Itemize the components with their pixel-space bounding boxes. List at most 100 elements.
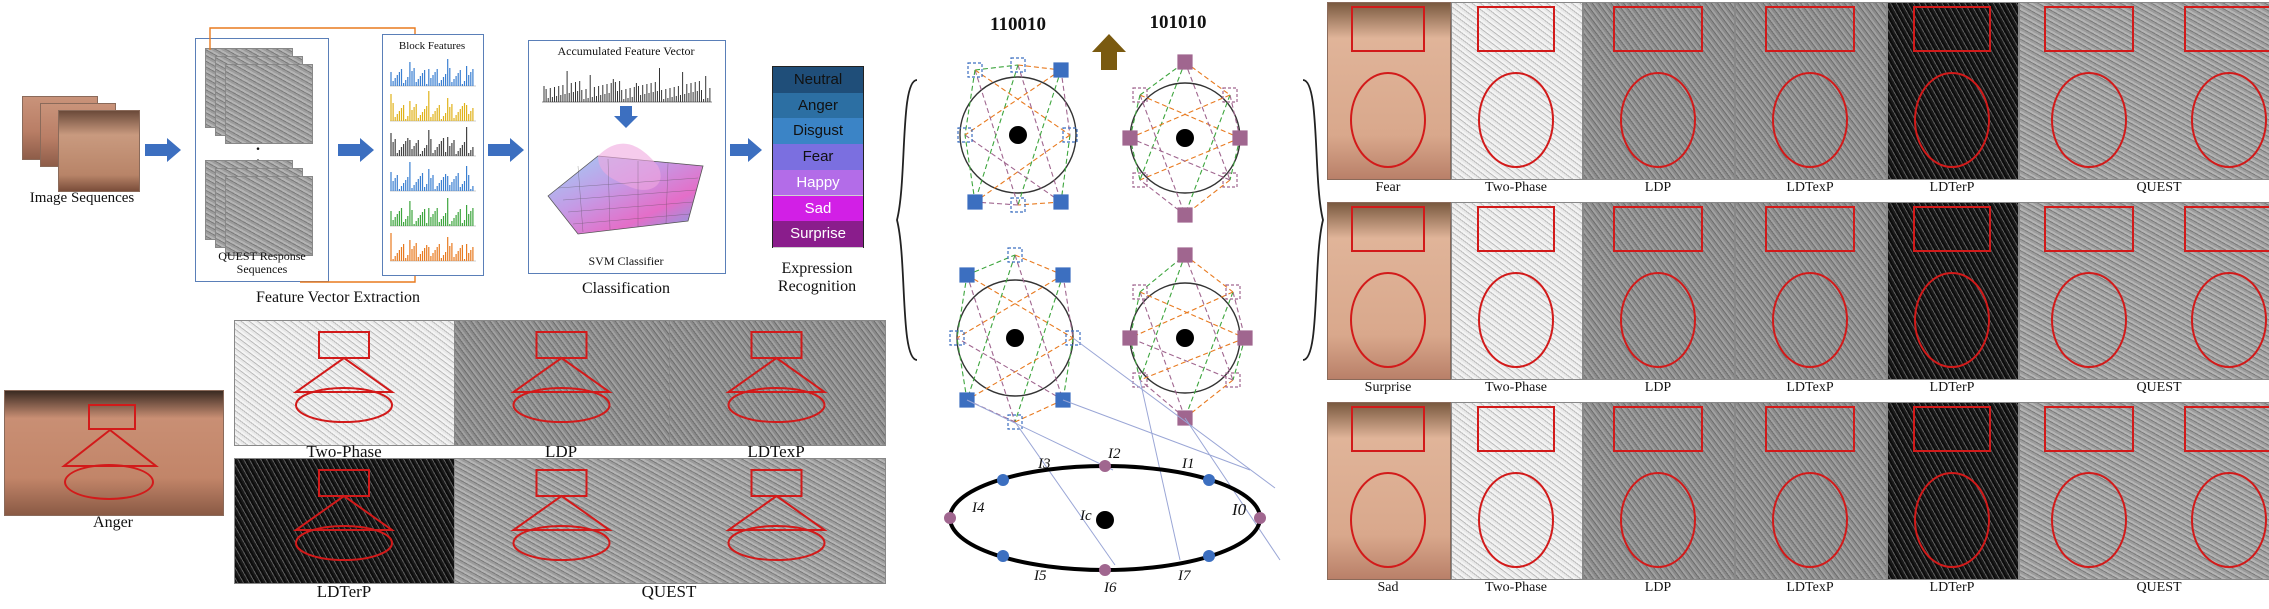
ring-node [997,550,1009,562]
block-feature-plot [390,162,476,192]
dots-separator-2: . [255,142,261,167]
pattern-bottom-right [1122,247,1253,426]
panel-ldterp [234,458,456,584]
arrow-icon [488,138,524,162]
brow-region-box [1913,406,1991,452]
mouth-region-ellipse [2191,472,2267,568]
ring-node [1254,512,1266,524]
mouth-region-ellipse [1772,272,1848,368]
block-features-plots [390,59,476,262]
grid-label: LDP [1644,180,1672,195]
accumulated-feature-vector-label: Accumulated Feature Vector [557,44,695,58]
expression-item: Happy [773,169,863,197]
image-sequences-label: Image Sequences [29,190,135,206]
code-right-label: 101010 [1149,12,1207,33]
mouth-region-ellipse [1914,472,1990,568]
ring-node [1203,474,1215,486]
brow-region-box [1613,6,1703,52]
mouth-region-ellipse [1914,272,1990,368]
right-brace [1302,79,1324,361]
brow-region-box [88,404,136,430]
mouth-region-ellipse [2051,72,2127,168]
grid-label: LDTerP [1929,580,1975,595]
quest-frame-top-3 [225,64,313,144]
mouth-region-ellipse [1620,472,1696,568]
expression-item: Disgust [773,118,863,146]
grid-image [1735,402,1887,580]
grid-label: QUEST [2136,180,2182,195]
quest-frame-bottom-3 [225,176,313,256]
ring-node [944,512,956,524]
svm-surface-plot [547,143,704,235]
grid-label: LDTexP [1786,580,1834,595]
grid-label: LDTerP [1929,380,1975,395]
block-feature-plot [390,91,476,122]
region-overlay [510,331,613,423]
brow-region-box [1351,206,1425,252]
panel-label-quest: QUEST [641,582,697,601]
mouth-region-ellipse [1620,272,1696,368]
panel-label-ldp: LDP [544,442,578,461]
pattern-bottom-left [949,247,1081,430]
ring-label-i2: I2 [1108,446,1121,462]
region-overlay [725,331,828,423]
brow-region-box [1477,406,1555,452]
left-brace [896,79,918,361]
mouth-region-ellipse [1914,72,1990,168]
grid-image [1887,2,2019,180]
brow-region-box [1613,406,1703,452]
ring-label-i4: I4 [972,500,985,516]
arrow-icon [145,138,181,162]
pattern-top-left [957,57,1078,213]
sequence-face-3 [58,110,140,192]
brow-region-box [1613,206,1703,252]
ring-label-i0: I0 [1232,500,1247,519]
brow-region-box [1913,6,1991,52]
classification-label: Classification [582,280,670,297]
ring-label-ic: Ic [1080,508,1092,524]
ring-node [1203,550,1215,562]
mouth-region-ellipse [1350,272,1426,368]
feature-vector-extraction-label: Feature Vector Extraction [255,289,421,306]
mouth-region-ellipse [2191,272,2267,368]
ring-label-i1: I1 [1182,456,1195,472]
panel-ldtexp [669,320,886,446]
accumulated-feature-plot [542,68,712,103]
block-feature-plot [390,198,476,227]
block-feature-plot [390,59,476,87]
brow-region-box [1765,406,1855,452]
brow-region-box [1913,206,1991,252]
mouth-region-ellipse [1350,72,1426,168]
region-overlay [725,469,828,561]
region-overlay [292,469,396,561]
expression-item: Sad [773,195,863,223]
grid-label: QUEST [2136,380,2182,395]
brow-region-box [1477,206,1555,252]
anger-region-overlays [292,331,828,561]
brow-region-box [2044,406,2134,452]
mouth-region-ellipse [1620,72,1696,168]
grid-label: Two-Phase [1484,580,1548,595]
grid-label: QUEST [2136,580,2182,595]
region-triangle [61,428,159,467]
expression-item: Anger [773,92,863,120]
brow-region-box [1351,406,1425,452]
panel-label-two-phase: Two-Phase [306,442,382,461]
ring-label-i3: I3 [1038,456,1051,472]
grid-label: LDP [1644,580,1672,595]
ring-label-i7: I7 [1178,568,1191,584]
arrow-icon [338,138,374,162]
panel-label-ldtexp: LDTexP [747,442,805,461]
brow-region-box [1477,6,1555,52]
mouth-region-ellipse [1772,472,1848,568]
quest-response-label: QUEST Response Sequences [218,249,306,276]
brow-region-box [2184,6,2269,52]
expression-item: Surprise [773,221,863,248]
ring-label-i5: I5 [1034,568,1047,584]
svm-classifier-label: SVM Classifier [588,254,664,268]
grid-label: Surprise [1364,380,1412,395]
grid-image [1583,202,1735,380]
mouth-region-ellipse [1478,472,1554,568]
grid-label: LDTexP [1786,380,1834,395]
brow-region-box [1765,6,1855,52]
